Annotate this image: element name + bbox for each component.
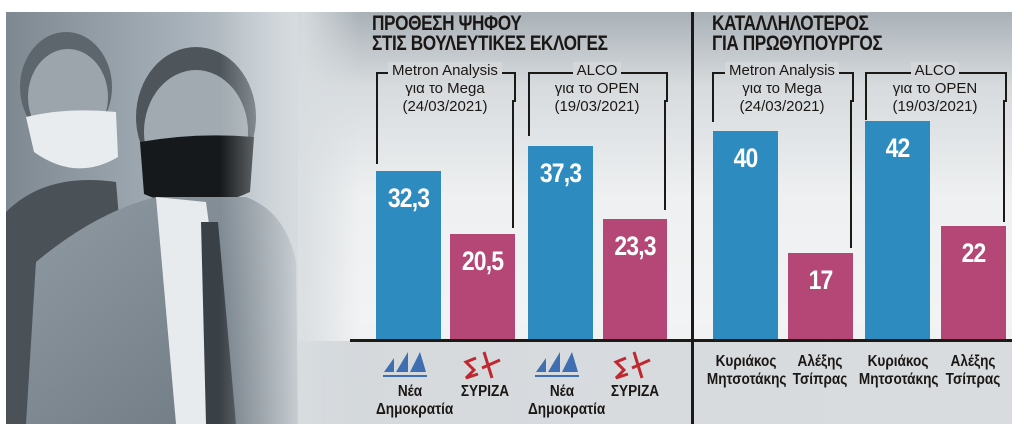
left-group1-line-left [376, 100, 378, 164]
source-name: Metron Analysis [725, 62, 839, 80]
bar-value: 40 [733, 143, 759, 173]
source-outlet: για το Mega [742, 80, 822, 97]
label-mitsotakis-2: Κυριάκος Μητσοτάκης [858, 353, 939, 389]
bar-nd-metron: 32,3 [376, 171, 441, 339]
label-tsipras-2: Αλέξης Τσίπρας [939, 353, 1007, 389]
label-nd-2: Νέα Δημοκρατία [528, 383, 606, 419]
bar-mitsotakis-alco: 42 [865, 121, 930, 339]
right-title-line2: ΓΙΑ ΠΡΩΘΥΠΟΥΡΓΟΣ [712, 32, 883, 55]
label-line1: Κυριάκος [867, 353, 929, 370]
syriza-logo-icon [462, 348, 506, 382]
left-group1-line-right [512, 100, 514, 228]
label-line2: Τσίπρας [945, 371, 1001, 388]
left-group2-line-left [528, 100, 530, 136]
bar-value: 37,3 [539, 158, 582, 188]
right-group1-line-left [712, 100, 714, 122]
source-outlet: για το Mega [405, 80, 485, 97]
bar-mitsotakis-metron: 40 [713, 131, 778, 339]
label-mitsotakis-1: Κυριάκος Μητσοτάκης [706, 353, 787, 389]
label-line1: Αλέξης [797, 353, 843, 370]
source-date: (19/03/2021) [554, 98, 640, 115]
left-title-line1: ΠΡΟΘΕΣΗ ΨΗΦΟΥ [372, 12, 522, 35]
nd-logo-icon [532, 346, 592, 380]
bar-value: 32,3 [387, 183, 430, 213]
source-outlet: για το OPEN [554, 80, 640, 97]
label-syriza-2: ΣΥΡΙΖΑ [601, 383, 669, 401]
right-group2-line-right [1003, 100, 1005, 222]
left-group1-source: Metron Analysis για το Mega (24/03/2021) [380, 62, 510, 116]
label-line1: ΣΥΡΙΖΑ [460, 383, 510, 400]
right-title-line1: ΚΑΤΑΛΛΗΛΟΤΕΡΟΣ [712, 12, 869, 35]
label-tsipras-1: Αλέξης Τσίπρας [786, 353, 854, 389]
bar-value: 22 [961, 238, 987, 268]
label-nd-1: Νέα Δημοκρατία [376, 383, 454, 419]
bar-syriza-alco: 23,3 [603, 219, 667, 339]
bar-nd-alco: 37,3 [528, 146, 593, 339]
bar-tsipras-alco: 22 [941, 226, 1006, 339]
left-title-line2: ΣΤΙΣ ΒΟΥΛΕΥΤΙΚΕΣ ΕΚΛΟΓΕΣ [372, 32, 608, 55]
source-date: (24/03/2021) [402, 98, 488, 115]
label-line1: Κυριάκος [715, 353, 777, 370]
label-line2: Τσίπρας [792, 371, 848, 388]
chart-baseline [350, 339, 1012, 342]
nd-logo-icon [380, 346, 440, 380]
left-chart-title: ΠΡΟΘΕΣΗ ΨΗΦΟΥ ΣΤΙΣ ΒΟΥΛΕΥΤΙΚΕΣ ΕΚΛΟΓΕΣ [372, 12, 608, 55]
left-group2-line-right [664, 100, 666, 210]
label-line1: Νέα [549, 383, 575, 400]
label-line2: Μητσοτάκης [858, 371, 939, 388]
label-line2: Δημοκρατία [528, 401, 606, 418]
source-outlet: για το OPEN [892, 80, 978, 97]
right-group2-source: ALCO για το OPEN (19/03/2021) [869, 62, 1001, 116]
label-syriza-1: ΣΥΡΙΖΑ [451, 383, 519, 401]
bar-value: 23,3 [614, 231, 656, 261]
bar-value: 42 [885, 133, 911, 163]
left-group2-source: ALCO για το OPEN (19/03/2021) [532, 62, 662, 116]
right-chart-title: ΚΑΤΑΛΛΗΛΟΤΕΡΟΣ ΓΙΑ ΠΡΩΘΥΠΟΥΡΓΟΣ [712, 12, 883, 55]
label-line1: Αλέξης [950, 353, 996, 370]
right-group2-line-left [865, 100, 867, 120]
label-line2: Μητσοτάκης [706, 371, 787, 388]
label-line1: Νέα [397, 383, 423, 400]
syriza-logo-icon [612, 348, 656, 382]
bar-syriza-metron: 20,5 [450, 234, 515, 339]
source-name: ALCO [572, 62, 622, 80]
photo-fade [220, 12, 360, 424]
bar-value: 17 [808, 265, 834, 295]
source-name: ALCO [910, 62, 960, 80]
source-date: (19/03/2021) [892, 98, 978, 115]
chart-divider [691, 12, 694, 424]
label-line2: Δημοκρατία [376, 401, 454, 418]
source-date: (24/03/2021) [739, 98, 825, 115]
right-group1-line-right [850, 100, 852, 248]
label-line1: ΣΥΡΙΖΑ [610, 383, 660, 400]
source-name: Metron Analysis [388, 62, 502, 80]
bar-tsipras-metron: 17 [788, 253, 853, 339]
right-group1-source: Metron Analysis για το Mega (24/03/2021) [716, 62, 848, 116]
bar-value: 20,5 [461, 246, 504, 276]
